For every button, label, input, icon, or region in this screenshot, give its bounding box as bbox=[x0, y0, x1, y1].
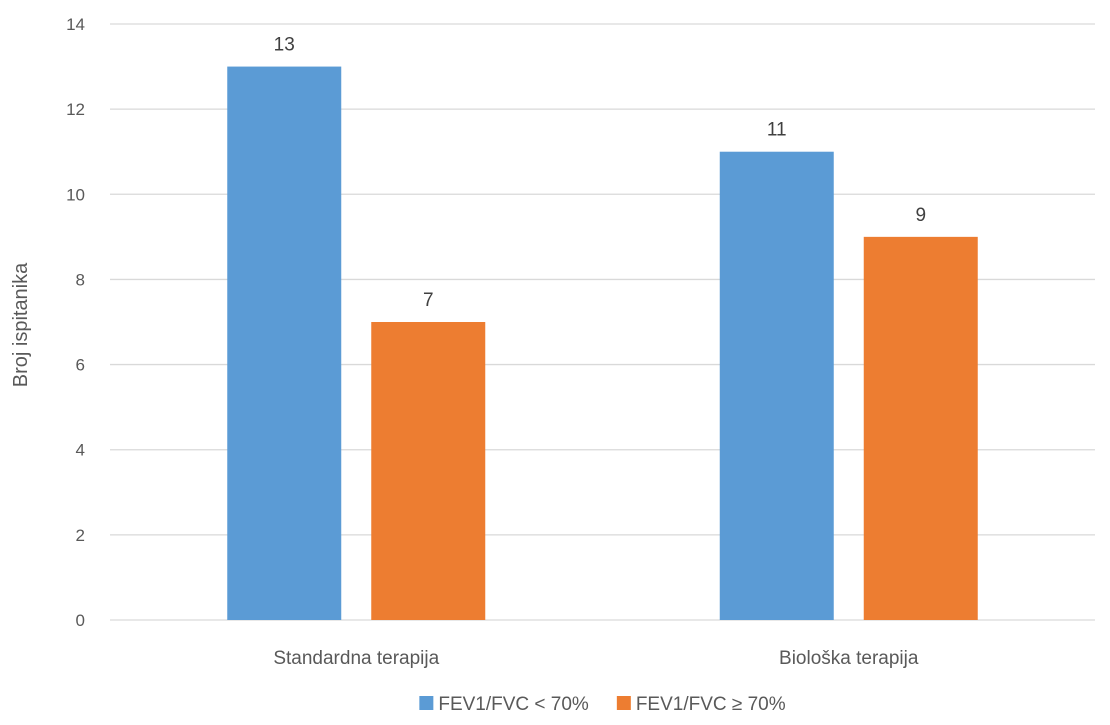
bar bbox=[227, 66, 342, 621]
legend: FEV1/FVC < 70% FEV1/FVC ≥ 70% bbox=[419, 694, 786, 715]
y-tick-label: 0 bbox=[76, 611, 85, 630]
y-tick-label: 6 bbox=[76, 356, 85, 375]
category-label: Biološka terapija bbox=[779, 648, 919, 669]
y-tick-label: 14 bbox=[66, 15, 85, 34]
data-label: 11 bbox=[767, 120, 787, 141]
category-label: Standardna terapija bbox=[273, 648, 439, 669]
legend-item: FEV1/FVC < 70% bbox=[419, 694, 589, 715]
bar bbox=[863, 236, 978, 620]
data-labels: 13 7 11 9 bbox=[274, 35, 926, 311]
y-tick-label: 8 bbox=[76, 270, 85, 289]
bars bbox=[227, 66, 978, 621]
data-label: 7 bbox=[423, 290, 434, 311]
data-label: 13 bbox=[274, 35, 295, 56]
y-axis-title: Broj ispitanika bbox=[10, 262, 32, 387]
y-tick-label: 2 bbox=[76, 526, 85, 545]
legend-swatch bbox=[616, 696, 631, 710]
legend-label: FEV1/FVC ≥ 70% bbox=[636, 694, 786, 715]
legend-label: FEV1/FVC < 70% bbox=[438, 694, 589, 715]
y-tick-label: 10 bbox=[66, 185, 85, 204]
data-label: 9 bbox=[915, 205, 926, 226]
legend-swatch bbox=[419, 696, 434, 710]
bar bbox=[719, 151, 834, 620]
y-tick-label: 12 bbox=[66, 100, 85, 119]
y-tick-label: 4 bbox=[76, 441, 85, 460]
y-axis-ticks: 0 2 4 6 8 10 12 14 bbox=[66, 15, 85, 630]
bar bbox=[371, 322, 486, 620]
x-axis-categories: Standardna terapija Biološka terapija bbox=[273, 648, 919, 669]
legend-item: FEV1/FVC ≥ 70% bbox=[616, 694, 786, 715]
